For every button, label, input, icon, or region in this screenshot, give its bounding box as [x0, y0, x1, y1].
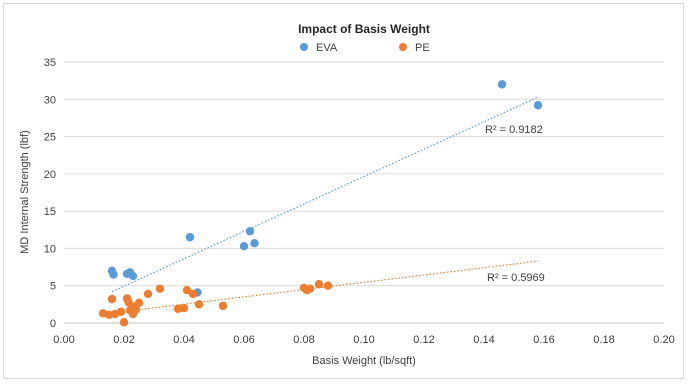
- x-tick-label: 0.08: [293, 334, 314, 346]
- data-point-pe: [116, 307, 126, 317]
- x-tick-label: 0.02: [113, 334, 134, 346]
- data-point-pe: [305, 284, 315, 293]
- data-point-eva: [128, 271, 138, 281]
- data-point-pe: [182, 285, 192, 295]
- y-tick-label: 20: [44, 169, 56, 181]
- trendline-eva: [111, 96, 539, 293]
- data-point-pe: [107, 294, 117, 304]
- x-tick-label: 0.04: [173, 334, 194, 346]
- x-tick-label: 0.10: [353, 334, 374, 346]
- x-tick-label: 0.06: [233, 334, 254, 346]
- x-tick-label: 0.16: [533, 334, 554, 346]
- data-point-pe: [124, 297, 133, 307]
- data-point-eva: [250, 239, 259, 248]
- data-point-eva: [109, 270, 118, 279]
- data-point-pe: [323, 281, 333, 290]
- y-tick-label: 0: [50, 318, 56, 330]
- x-tick-label: 0.12: [413, 334, 434, 346]
- data-points: [98, 80, 543, 327]
- r2-label-pe: R² = 0.5969: [487, 272, 545, 284]
- y-tick-label: 15: [44, 206, 56, 218]
- legend-marker-eva: [300, 43, 308, 51]
- data-point-eva: [245, 227, 255, 236]
- data-point-pe: [131, 305, 141, 314]
- legend-label-eva: EVA: [316, 42, 338, 54]
- chart-title: Impact of Basis Weight: [298, 22, 430, 36]
- data-point-eva: [533, 101, 543, 110]
- data-point-pe: [314, 280, 324, 289]
- trendlines: [102, 96, 539, 315]
- data-point-pe: [134, 298, 144, 308]
- y-tick-label: 30: [44, 94, 56, 106]
- x-tick-label: 0.00: [53, 334, 74, 346]
- y-tick-label: 5: [50, 281, 56, 293]
- legend-label-pe: PE: [415, 42, 430, 54]
- x-axis-ticks: 0.00 0.02 0.04 0.06 0.08 0.10 0.12 0.14 0.16 0.18…: [53, 334, 674, 346]
- data-point-pe: [188, 289, 198, 299]
- y-tick-label: 10: [44, 243, 56, 255]
- data-point-eva: [497, 80, 507, 89]
- data-point-pe: [119, 318, 129, 327]
- data-point-eva: [239, 241, 249, 251]
- y-tick-label: 25: [44, 132, 56, 144]
- data-point-pe: [179, 303, 189, 313]
- x-tick-label: 0.20: [653, 334, 674, 346]
- gridlines: [64, 61, 664, 324]
- y-axis-ticks: 0 5 10 15 20 25 30 35: [44, 57, 56, 330]
- x-axis-label: Basis Weight (lb/sqft): [312, 355, 416, 367]
- legend: EVA PE: [300, 42, 430, 54]
- trendline-pe: [102, 260, 539, 315]
- data-point-pe: [194, 300, 204, 309]
- data-point-pe: [155, 284, 165, 293]
- data-point-pe: [218, 301, 228, 311]
- legend-marker-pe: [399, 43, 407, 51]
- y-axis-label: MD Internal Strength (lbf): [19, 130, 31, 254]
- data-point-eva: [185, 233, 195, 242]
- x-tick-label: 0.18: [593, 334, 614, 346]
- x-tick-label: 0.14: [473, 334, 494, 346]
- r2-label-eva: R² = 0.9182: [485, 124, 543, 136]
- data-point-pe: [143, 289, 153, 299]
- y-tick-label: 35: [44, 57, 56, 69]
